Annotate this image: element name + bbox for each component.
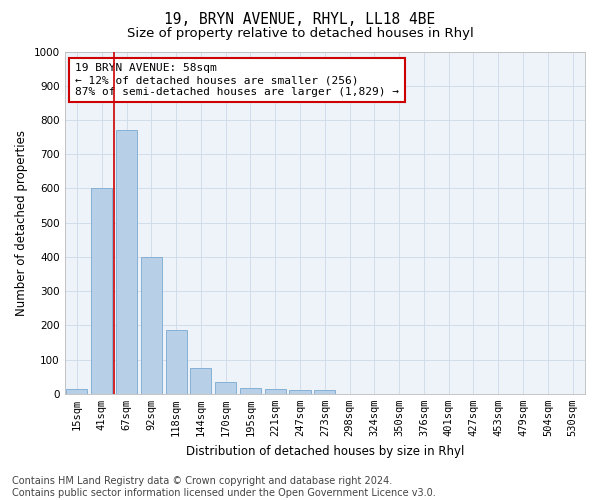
Text: Size of property relative to detached houses in Rhyl: Size of property relative to detached ho… <box>127 28 473 40</box>
X-axis label: Distribution of detached houses by size in Rhyl: Distribution of detached houses by size … <box>185 444 464 458</box>
Text: 19 BRYN AVENUE: 58sqm
← 12% of detached houses are smaller (256)
87% of semi-det: 19 BRYN AVENUE: 58sqm ← 12% of detached … <box>75 64 399 96</box>
Bar <box>141 257 162 394</box>
Bar <box>190 368 211 394</box>
Text: Contains HM Land Registry data © Crown copyright and database right 2024.
Contai: Contains HM Land Registry data © Crown c… <box>12 476 436 498</box>
Bar <box>289 390 311 394</box>
Bar <box>166 330 187 394</box>
Bar <box>240 388 261 394</box>
Text: 19, BRYN AVENUE, RHYL, LL18 4BE: 19, BRYN AVENUE, RHYL, LL18 4BE <box>164 12 436 28</box>
Bar <box>215 382 236 394</box>
Bar <box>116 130 137 394</box>
Bar <box>91 188 112 394</box>
Bar <box>314 390 335 394</box>
Bar <box>67 388 88 394</box>
Bar <box>265 388 286 394</box>
Y-axis label: Number of detached properties: Number of detached properties <box>15 130 28 316</box>
